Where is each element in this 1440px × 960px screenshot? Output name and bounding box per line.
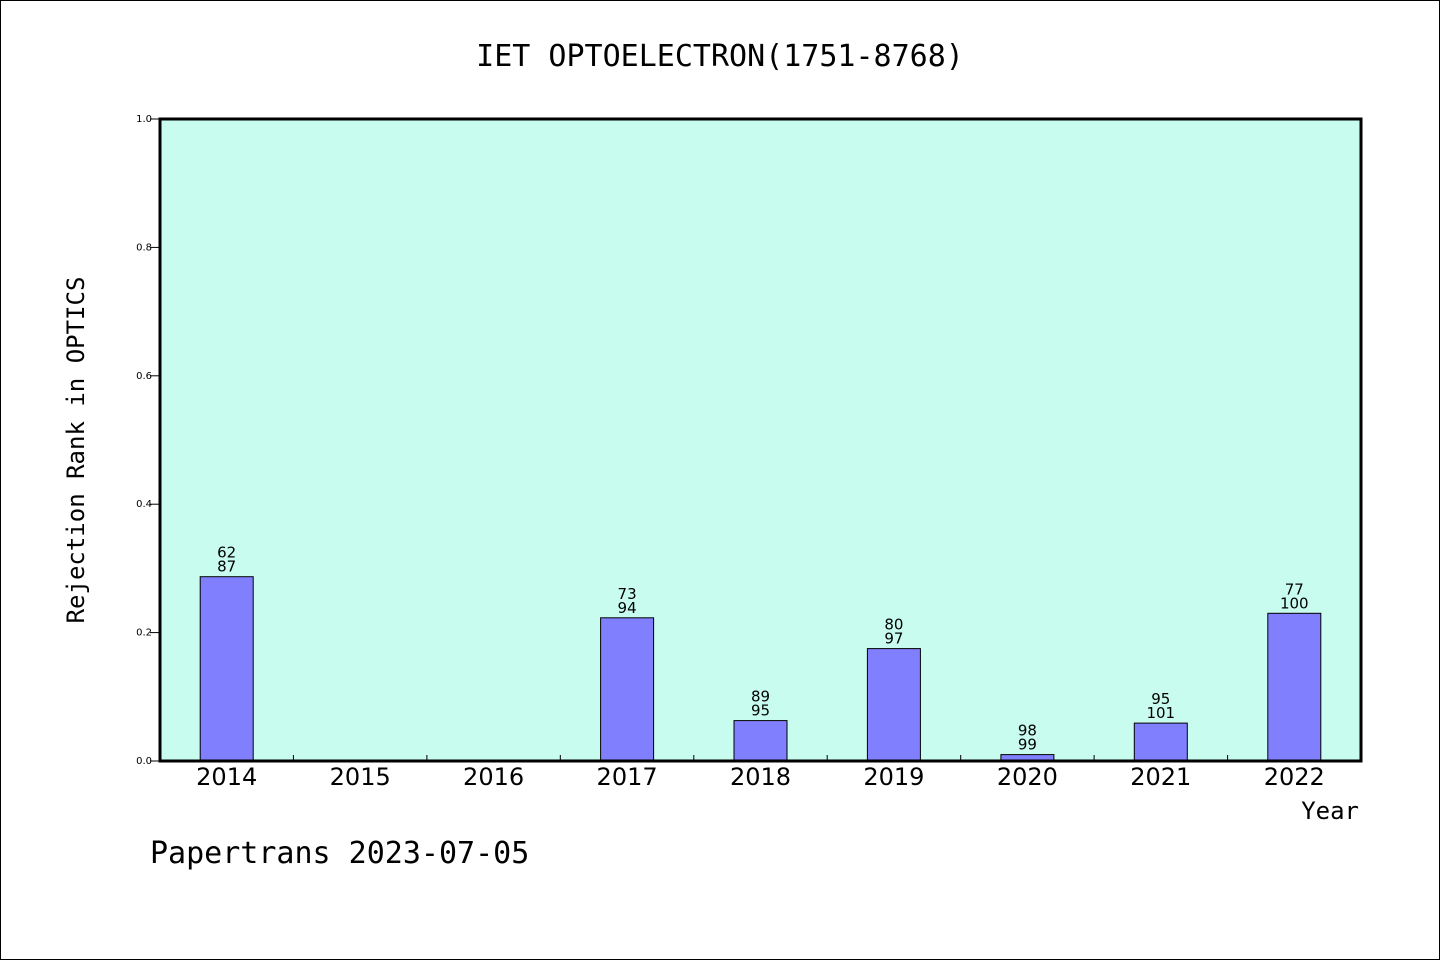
y-tick-label: 0.2	[136, 628, 152, 639]
bar-2014	[199, 576, 254, 762]
bar-label-bottom-2020: 99	[1018, 736, 1037, 754]
x-tick-label-2019: 2019	[863, 763, 924, 791]
bar-2019	[866, 648, 921, 762]
chart-title: IET OPTOELECTRON(1751-8768)	[476, 39, 964, 74]
bar-label-top-2022: 77	[1285, 580, 1304, 598]
y-tick-label: 0.0	[136, 756, 152, 767]
bar-label-top-2014: 62	[217, 544, 236, 562]
bar-label-bottom-2014: 87	[217, 558, 236, 576]
y-axis-label: Rejection Rank in OPTICS	[62, 277, 90, 624]
bar-label-bottom-2022: 100	[1280, 594, 1309, 612]
bar-2018	[733, 720, 788, 762]
x-tick-label-2018: 2018	[730, 763, 791, 791]
x-tick-label-2020: 2020	[997, 763, 1058, 791]
x-tick-label-2021: 2021	[1130, 763, 1191, 791]
bars-group	[199, 576, 1322, 762]
y-tick-label: 0.6	[136, 371, 152, 382]
x-tick-label-2014: 2014	[196, 763, 257, 791]
x-tick-label-2017: 2017	[597, 763, 658, 791]
bar-label-bottom-2018: 95	[751, 702, 770, 720]
y-tick-label: 1.0	[136, 114, 152, 125]
bar-label-top-2018: 89	[751, 688, 770, 706]
bar-label-top-2021: 95	[1151, 690, 1170, 708]
bar-label-bottom-2019: 97	[884, 630, 903, 648]
x-tick-label-2015: 2015	[330, 763, 391, 791]
watermark-text: Papertrans 2023-07-05	[150, 836, 529, 871]
bar-label-top-2020: 98	[1018, 722, 1037, 740]
plot-area	[160, 119, 1361, 761]
x-tick-label-2022: 2022	[1264, 763, 1325, 791]
x-tick-label-2016: 2016	[463, 763, 524, 791]
plot-border	[158, 117, 1363, 763]
y-axis-ticks: 0.0 0.2 0.4 0.6 0.8 1.0	[136, 114, 160, 767]
y-tick-label: 0.8	[136, 242, 152, 253]
x-axis-label: Year	[1301, 797, 1359, 825]
bar-label-top-2017: 73	[618, 585, 637, 603]
bar-2021	[1133, 722, 1188, 762]
y-tick-label: 0.4	[136, 499, 152, 510]
bar-label-bottom-2017: 94	[618, 599, 637, 617]
bar-2022	[1267, 612, 1322, 762]
bar-2017	[600, 617, 655, 762]
x-axis-ticks: 2014 2015 2016 2017 2018 2019 2020 2021 2022	[196, 755, 1325, 791]
bar-label-top-2019: 80	[884, 616, 903, 634]
bar-label-bottom-2021: 101	[1146, 704, 1175, 722]
